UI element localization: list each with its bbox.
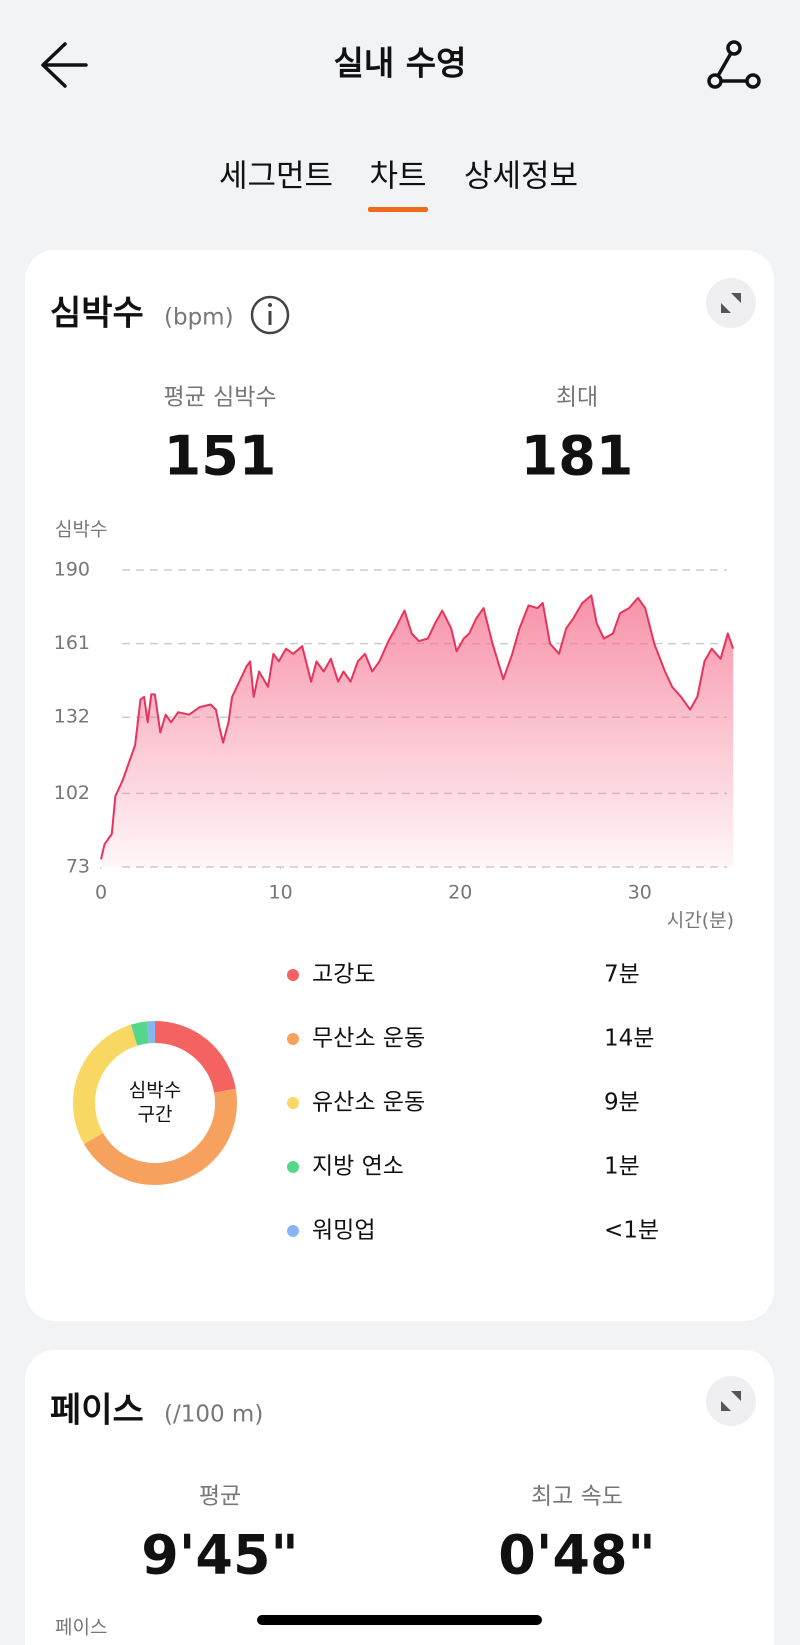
route-button[interactable] [707,40,761,89]
y-tick-label: 161 [54,632,90,654]
stat-value: 151 [164,425,277,488]
donut-segment [83,1088,237,1185]
tab-indicator [368,207,428,212]
expand-button[interactable] [706,1376,756,1426]
card-unit: (/100 m) [164,1402,263,1428]
stat-value: 181 [521,425,634,488]
legend-value: 1분 [604,1154,640,1180]
x-axis-label: 시간(분) [667,910,734,932]
back-button[interactable] [41,42,88,88]
expand-button[interactable] [706,278,756,328]
x-tick-label: 20 [448,882,472,904]
tab[interactable]: 차트 [369,159,426,195]
legend-dot [287,1033,299,1045]
stat-value: 9'45" [141,1524,298,1587]
legend-dot [287,1161,299,1173]
area [101,595,734,867]
line [100,594,735,860]
stat-label: 평균 심박수 [163,385,276,411]
tab[interactable]: 상세정보 [464,159,578,195]
y-axis-label: 페이스 [55,1617,107,1639]
x-tick-label: 30 [628,882,652,904]
legend-value: 7분 [604,962,640,988]
donut-center-label: 구간 [138,1104,173,1126]
x-tick-label: 10 [269,882,293,904]
legend-label: 지방 연소 [312,1154,404,1180]
tab[interactable]: 세그먼트 [219,159,333,195]
donut-segment [130,1021,150,1046]
tab-bar: 세그먼트 차트 상세정보 [219,159,578,212]
y-tick-label: 73 [66,856,90,878]
stat-label: 평균 [199,1484,241,1510]
legend-value: <1분 [604,1218,659,1244]
stat-label: 최대 [556,385,598,411]
x-tick-label: 0 [95,882,107,904]
legend-dot [287,969,299,981]
legend-dot [287,1097,299,1109]
stat-value: 0'48" [498,1524,655,1587]
page-title: 실내 수영 [334,44,467,83]
legend-label: 무산소 운동 [312,1026,425,1052]
card-unit: (bpm) [164,305,234,331]
donut-center-label: 심박수 [129,1080,181,1102]
legend-value: 9분 [604,1090,640,1116]
y-axis-label: 심박수 [55,519,107,541]
heart-rate-chart: 심박수 73 102 132 161 190 0 10 20 30 시간(분) [54,519,735,932]
stat-label: 최고 속도 [531,1484,623,1510]
y-tick-label: 132 [54,706,90,728]
info-button[interactable] [250,295,290,335]
legend-value: 14분 [604,1026,654,1052]
legend-label: 고강도 [312,962,375,988]
pace-stats: 평균 9'45" 최고 속도 0'48" [141,1484,655,1587]
y-tick-label: 190 [54,559,90,581]
card-title: 페이스 [50,1391,144,1431]
home-indicator [257,1615,542,1625]
pace-card [25,1350,774,1645]
y-tick-label: 102 [54,782,90,804]
card-title: 심박수 [50,294,144,334]
legend-label: 워밍업 [312,1218,375,1244]
legend-dot [287,1225,299,1237]
legend-label: 유산소 운동 [312,1090,425,1116]
heart-rate-stats: 평균 심박수 151 최대 181 [163,385,633,488]
donut-segment [73,1024,138,1144]
donut-segment [154,1021,236,1093]
